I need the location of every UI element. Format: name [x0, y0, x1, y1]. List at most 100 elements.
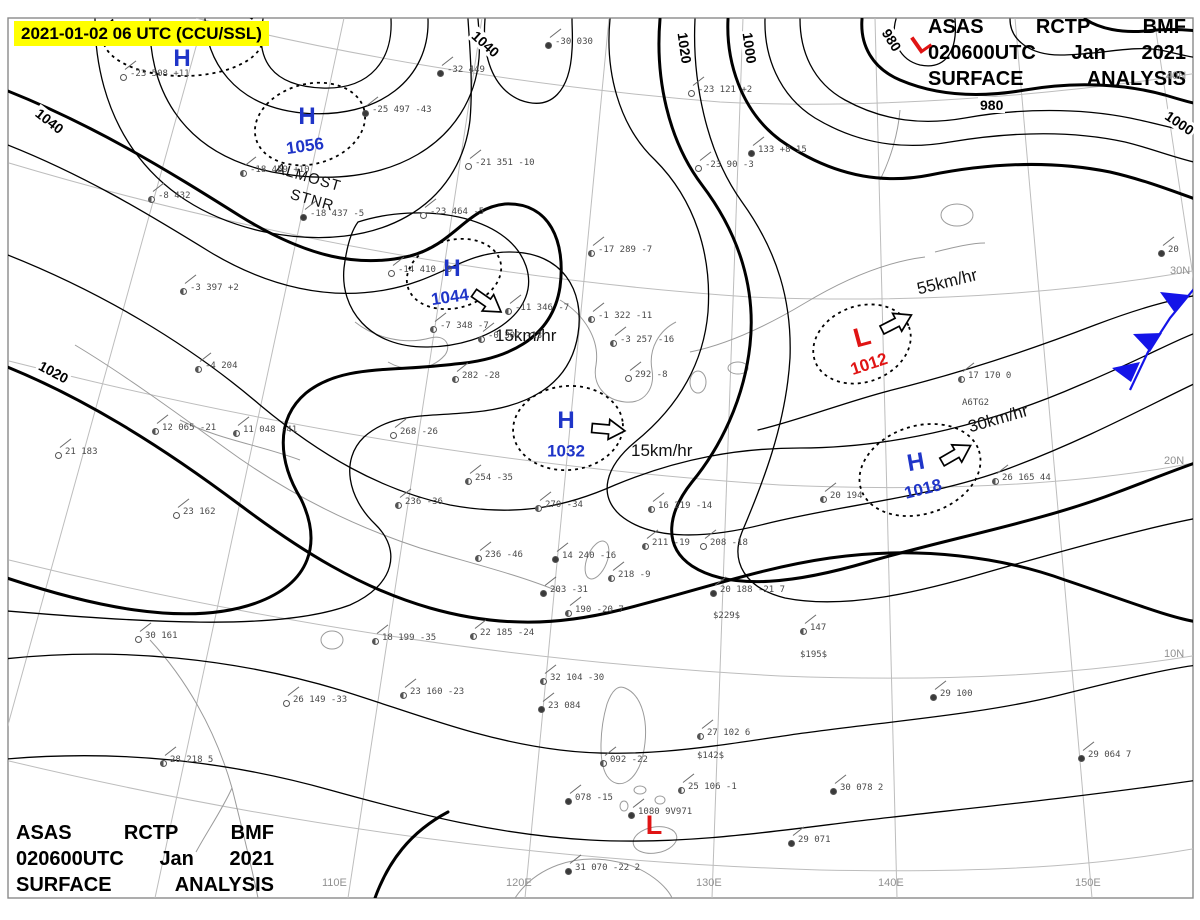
coastlines	[74, 109, 986, 898]
station-values: -8 432	[158, 191, 191, 201]
movement-arrows	[470, 288, 972, 468]
title-block-top-right: ASAS RCTP BMF 020600UTC Jan 2021 SURFACE ANALYS…	[928, 14, 1186, 92]
movement-arrow-h1018	[938, 443, 972, 468]
latitude-label: 40N	[1166, 70, 1187, 82]
title-word: RCTP	[123, 822, 179, 844]
station-values: 30 078 2	[840, 783, 884, 793]
station-values: 26 149 -33	[293, 695, 348, 705]
latitude-label: 10N	[1164, 648, 1185, 660]
isobars	[8, 18, 1193, 898]
station-symbol	[283, 700, 290, 707]
station-symbol	[395, 502, 402, 509]
station-values: $195$	[800, 650, 828, 660]
station-values: 236 -36	[405, 497, 443, 507]
station-symbol	[748, 150, 755, 157]
movement-arrow-h1044	[470, 288, 503, 313]
station-symbol	[678, 787, 685, 794]
title-word: Jan	[1071, 42, 1106, 64]
title-line-2: 020600UTC Jan 2021	[16, 846, 274, 872]
station-values: -4 204	[205, 361, 238, 371]
station-values: 11 048 -41	[243, 425, 298, 435]
station-values: 14 240 -16	[562, 551, 617, 561]
station-symbol	[470, 633, 477, 640]
station-values: 292 -8	[635, 370, 668, 380]
station-symbol	[180, 288, 187, 295]
station-values: 31 070 -22 2	[575, 863, 641, 873]
longitude-label: 150E	[1075, 877, 1101, 889]
station-symbol	[400, 692, 407, 699]
station-symbol	[992, 478, 999, 485]
station-symbol	[688, 90, 695, 97]
motion-speed-label: 15km/hr	[495, 326, 557, 345]
latitude-label: 20N	[1164, 455, 1185, 467]
station-symbol	[420, 212, 427, 219]
station-values: 30 161	[145, 631, 178, 641]
station-symbol	[820, 496, 827, 503]
station-values: 23 160 -23	[410, 687, 465, 697]
station-values: -30 030	[555, 37, 593, 47]
title-word: SURFACE	[16, 874, 112, 896]
station-values: -23 90 -3	[705, 160, 754, 170]
station-symbol	[240, 170, 247, 177]
station-values: 28 218 5	[170, 755, 214, 765]
title-word: ANALYSIS	[174, 874, 274, 896]
station-symbol	[588, 316, 595, 323]
station-symbol	[930, 694, 937, 701]
station-symbol	[800, 628, 807, 635]
station-symbol	[465, 478, 472, 485]
title-block-bottom-left: ASAS RCTP BMF 020600UTC Jan 2021 SURFACE ANALYS…	[16, 820, 274, 898]
station-symbol	[700, 543, 707, 550]
station-values: 218 -9	[618, 570, 651, 580]
station-values: 29 100	[940, 689, 973, 699]
pressure-center-h-1056: H	[298, 102, 316, 130]
station-symbol	[648, 506, 655, 513]
graticule	[8, 18, 1193, 898]
station-symbol	[437, 70, 444, 77]
title-word: 020600UTC	[928, 42, 1036, 64]
station-symbol	[452, 376, 459, 383]
station-symbol	[475, 555, 482, 562]
station-values: -23 464 -5	[430, 207, 485, 217]
station-values: -3 257 -16	[620, 335, 675, 345]
movement-arrow-l1012	[878, 312, 913, 336]
station-symbol	[148, 196, 155, 203]
station-values: 20	[1168, 245, 1179, 255]
station-values: 32 104 -30	[550, 673, 605, 683]
station-symbol	[695, 165, 702, 172]
station-symbol	[1078, 755, 1085, 762]
station-values: 27 102 6	[707, 728, 751, 738]
station-symbol	[152, 428, 159, 435]
station-values: 16 219 -14	[658, 501, 713, 511]
station-symbol	[830, 788, 837, 795]
station-symbol	[135, 636, 142, 643]
isobar-label: 980	[978, 97, 1006, 113]
station-values: 268 -26	[400, 427, 438, 437]
title-word: BMF	[1142, 16, 1186, 38]
pressure-center-h-1032: H	[557, 406, 575, 434]
timestamp-badge: 2021-01-02 06 UTC (CCU/SSL)	[14, 21, 269, 46]
motion-speed-label: 15km/hr	[631, 441, 693, 460]
station-symbol	[545, 42, 552, 49]
station-symbol	[697, 733, 704, 740]
latitude-label: 30N	[1170, 265, 1191, 277]
station-symbol	[610, 340, 617, 347]
station-values: 270 -34	[545, 500, 583, 510]
title-line-1: ASAS RCTP BMF	[928, 14, 1186, 40]
station-values: -3 397 +2	[190, 283, 239, 293]
station-values: -17 289 -7	[598, 245, 653, 255]
station-values: -32 449	[447, 65, 485, 75]
station-values: -18 437 -5	[310, 209, 365, 219]
station-values: A6TG2	[962, 398, 990, 408]
station-values: $229$	[713, 611, 741, 621]
pressure-center-l-s: L	[645, 809, 663, 840]
station-symbol	[300, 214, 307, 221]
station-symbol	[233, 430, 240, 437]
station-symbol	[588, 250, 595, 257]
station-values: 18 199 -35	[382, 633, 437, 643]
pressure-center-h-1044: H	[443, 254, 461, 282]
station-values: 1080 9V971	[638, 807, 693, 817]
cold-front-triangle	[1160, 292, 1189, 313]
map-frame	[7, 17, 1194, 899]
